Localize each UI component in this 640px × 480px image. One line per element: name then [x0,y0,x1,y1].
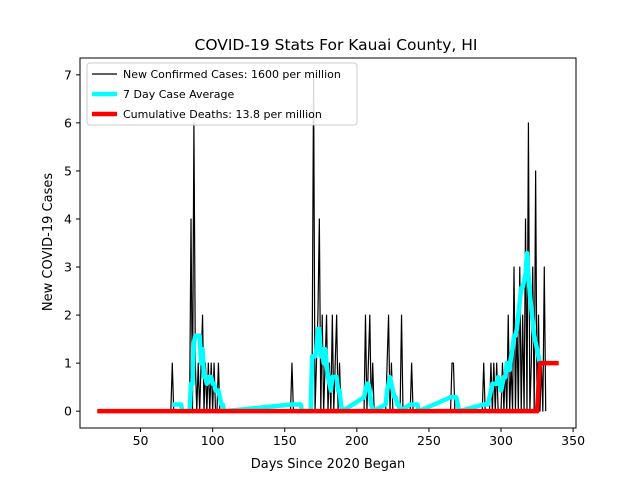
y-tick-label: 1 [64,356,72,371]
plot-area-frame [79,57,577,429]
series-line-2 [171,250,543,414]
y-axis-label: New COVID-19 Cases [41,173,56,311]
y-tick-label: 6 [64,115,72,130]
x-tick-label: 100 [201,433,225,448]
y-tick-label: 3 [64,260,72,275]
x-tick-label: 300 [489,433,513,448]
y-ticks: 0 1 2 3 4 5 6 7 [64,67,80,419]
legend-entry-3: Cumulative Deaths: 13.8 per million [123,108,322,121]
x-tick-label: 350 [561,433,585,448]
y-tick-label: 7 [64,67,72,82]
series-layer [97,74,559,414]
x-tick-label: 200 [345,433,369,448]
y-tick-label: 2 [64,308,72,323]
legend-box [86,62,358,126]
series-line-1 [97,74,547,412]
y-tick-label: 5 [64,163,72,178]
y-tick-label: 4 [64,211,72,226]
x-tick-label: 50 [133,433,149,448]
x-tick-label: 150 [273,433,297,448]
x-ticks: 50 100 150 200 250 300 350 [133,428,585,448]
x-axis-label: Days Since 2020 Began [251,457,406,472]
x-tick-label: 250 [417,433,441,448]
legend-entry-2: 7 Day Case Average [123,88,235,101]
legend-entry-1: New Confirmed Cases: 1600 per million [123,68,341,81]
y-tick-label: 0 [64,404,72,419]
series-line-3 [97,360,559,414]
legend: New Confirmed Cases: 1600 per million 7 D… [86,62,358,126]
chart-title: COVID-19 Stats For Kauai County, HI [195,36,478,54]
